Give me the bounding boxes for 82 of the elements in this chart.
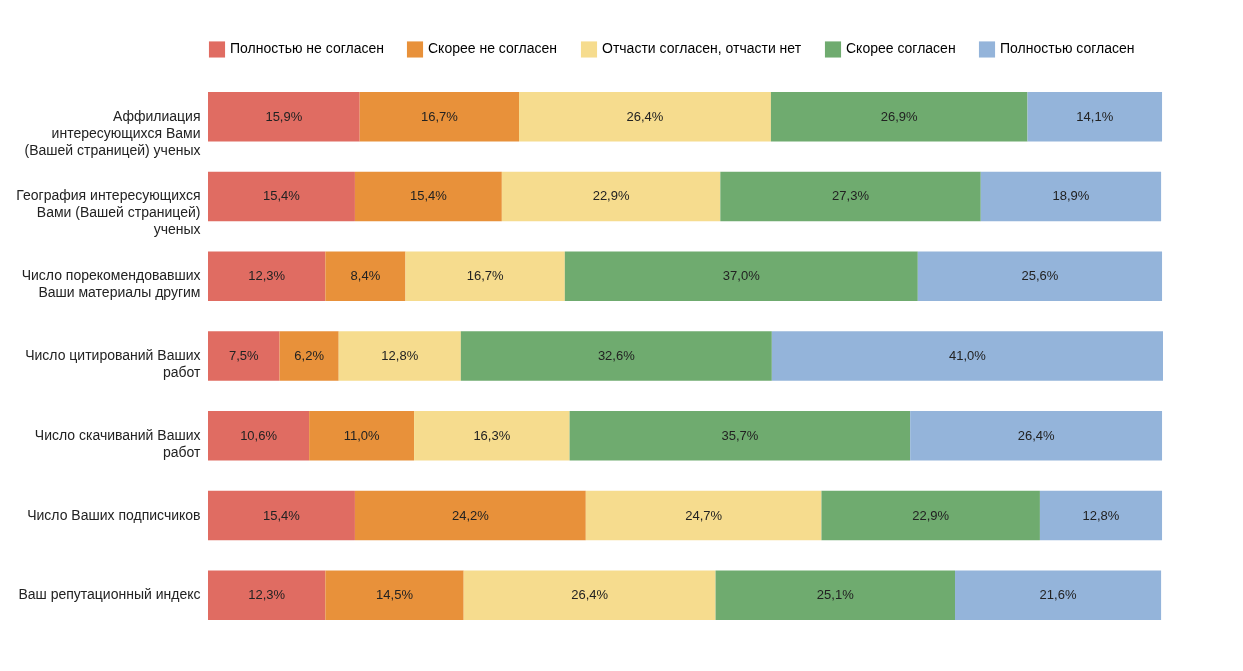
bar <box>980 171 1162 222</box>
bar <box>309 411 415 461</box>
data-label: 24,7% <box>685 507 723 523</box>
bar <box>208 331 280 381</box>
bar <box>715 570 956 621</box>
bar <box>460 331 772 381</box>
legend-label: Скорее согласен <box>846 40 956 57</box>
data-label: 15,9% <box>265 108 303 124</box>
data-label: 18,9% <box>1052 188 1090 204</box>
data-label: 16,7% <box>420 108 459 124</box>
data-label: 12,3% <box>248 587 286 603</box>
bar <box>720 171 981 222</box>
data-label: 22,9% <box>592 188 630 204</box>
data-label: 6,2% <box>294 348 325 363</box>
bar <box>501 171 721 222</box>
bar <box>208 490 355 541</box>
data-label: 21,6% <box>1039 587 1077 603</box>
bar <box>279 331 339 381</box>
y-tick-label: Число цитирований Ваших работ <box>25 347 202 380</box>
bar <box>1027 91 1163 142</box>
bar <box>564 251 918 301</box>
bar <box>955 570 1162 621</box>
data-label: 35,7% <box>721 427 759 443</box>
data-label: 25,1% <box>816 587 855 603</box>
data-label: 25,6% <box>1021 268 1059 284</box>
legend-label: Скорее не согласен <box>428 40 558 57</box>
bar <box>569 411 911 461</box>
data-label: 10,6% <box>240 427 278 443</box>
bar <box>414 411 570 461</box>
bar <box>325 251 406 301</box>
bar <box>208 411 310 461</box>
bar <box>463 570 716 621</box>
data-label: 15,4% <box>263 188 301 204</box>
bar <box>354 490 586 541</box>
legend-label: Полностью не согласен <box>230 40 384 57</box>
bar <box>1039 490 1163 541</box>
data-label: 8,4% <box>350 268 381 284</box>
data-label: 32,6% <box>597 348 636 363</box>
data-label: 16,7% <box>466 268 505 284</box>
bar <box>208 251 326 301</box>
data-label: 12,3% <box>248 268 286 284</box>
y-tick-label: Число порекомендовавших Ваши материалы другим <box>21 267 201 301</box>
bar <box>359 91 520 142</box>
data-label: 26,9% <box>880 108 919 124</box>
data-label: 16,3% <box>473 427 511 443</box>
data-label: 22,9% <box>912 507 950 523</box>
y-tick-label: Число Ваших подписчиков <box>27 506 201 523</box>
bar <box>519 91 771 142</box>
bar <box>917 251 1163 301</box>
bar <box>208 171 355 222</box>
data-label: 26,4% <box>571 587 609 603</box>
bar <box>338 331 461 381</box>
bar <box>585 490 822 541</box>
bar <box>770 91 1028 142</box>
data-label: 14,1% <box>1076 108 1114 124</box>
data-label: 37,0% <box>722 268 761 284</box>
bar <box>405 251 565 301</box>
y-tick-label: Число скачиваний Ваших работ <box>34 426 202 460</box>
data-label: 12,8% <box>1082 507 1120 523</box>
legend-label: Полностью согласен <box>1000 40 1135 57</box>
data-label: 12,8% <box>381 348 419 363</box>
bar <box>910 411 1163 461</box>
data-label: 27,3% <box>832 188 870 204</box>
data-label: 24,2% <box>451 507 490 523</box>
data-label: 11,0% <box>343 427 380 443</box>
y-tick-label: Ваш репутационный индекс <box>18 586 201 603</box>
data-label: 15,4% <box>409 188 448 204</box>
legend-label: Отчасти согласен, отчасти нет <box>602 40 802 57</box>
bar <box>208 570 326 621</box>
y-tick-label: Аффилиация интересующихся Вами (Вашей страницей) ученых <box>24 107 201 158</box>
bar <box>771 331 1163 381</box>
bar <box>208 91 360 142</box>
data-label: 15,4% <box>263 507 301 523</box>
data-label: 26,4% <box>1017 427 1055 443</box>
bar <box>821 490 1040 541</box>
bar <box>325 570 464 621</box>
data-label: 41,0% <box>948 348 987 363</box>
data-label: 26,4% <box>626 108 664 124</box>
data-label: 14,5% <box>376 587 414 603</box>
y-tick-label: География интересующихся Вами (Вашей страницей) ученых <box>16 187 201 238</box>
bar <box>354 171 502 222</box>
data-label: 7,5% <box>228 348 260 363</box>
